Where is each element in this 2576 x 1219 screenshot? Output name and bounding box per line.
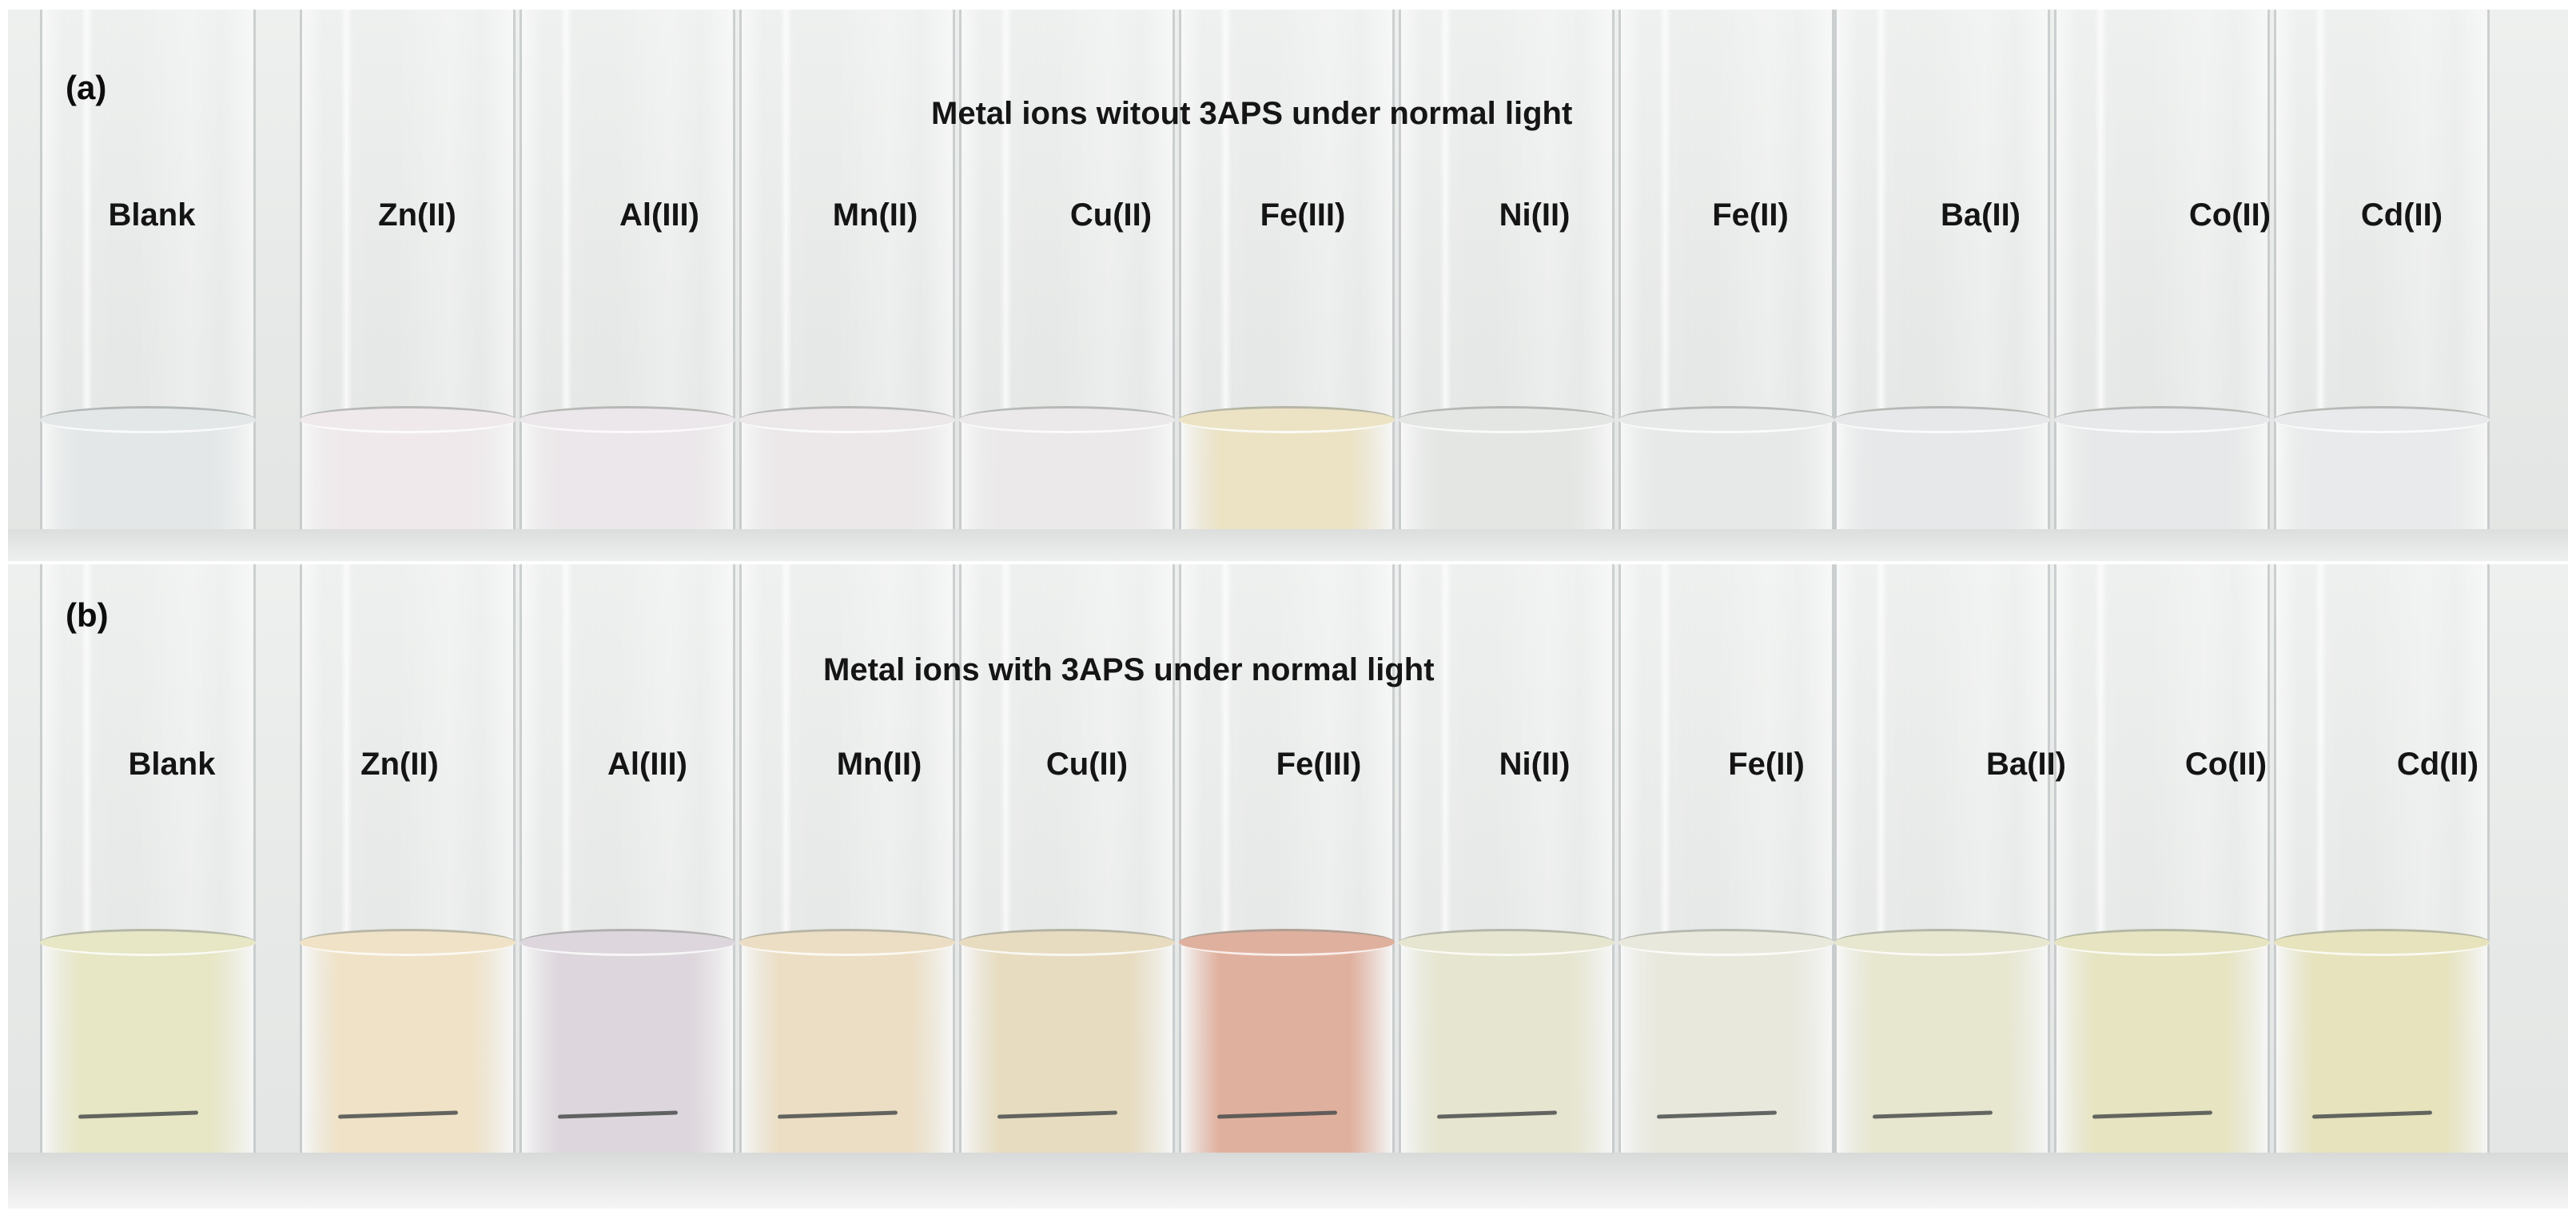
meniscus [40, 406, 256, 433]
vial [959, 564, 1175, 1169]
vial-label: Ni(II) [1499, 197, 1571, 233]
meniscus [300, 406, 516, 433]
vial-label: Al(III) [607, 747, 687, 782]
vial [2054, 564, 2270, 1169]
vial-label: Cd(II) [2360, 197, 2443, 233]
vial [2054, 10, 2270, 553]
vial-label: Fe(III) [1260, 197, 1346, 233]
meniscus [40, 929, 256, 956]
panel-title: Metal ions witout 3APS under normal ligh… [931, 96, 1573, 131]
vial-label: Fe(II) [1712, 197, 1789, 233]
meniscus [520, 929, 735, 956]
vial-label: Ni(II) [1499, 747, 1571, 782]
vial [1618, 10, 1834, 553]
vial-label: Cu(II) [1045, 747, 1129, 782]
meniscus [300, 929, 516, 956]
vial [739, 564, 955, 1169]
meniscus [1179, 406, 1395, 433]
vial [1834, 10, 2050, 553]
meniscus [1399, 406, 1614, 433]
vial-solution [522, 940, 733, 1169]
vial-label: Zn(II) [378, 197, 456, 233]
vial-label: Co(II) [2184, 747, 2267, 782]
meniscus [2274, 406, 2490, 433]
meniscus [739, 406, 955, 433]
meniscus [2054, 406, 2270, 433]
vial [520, 564, 735, 1169]
meniscus [520, 406, 735, 433]
vial-label: Zn(II) [360, 747, 439, 782]
vial [1179, 10, 1395, 553]
meniscus [1179, 929, 1395, 956]
vial [40, 564, 256, 1169]
vial-solution [42, 940, 253, 1169]
meniscus [1618, 406, 1834, 433]
meniscus [2054, 929, 2270, 956]
meniscus [2274, 929, 2490, 956]
bench-surface [8, 1153, 2568, 1209]
vial-label: Blank [128, 747, 216, 782]
panel-a: (a) Metal ions witout 3APS under normal … [8, 10, 2568, 561]
vial [959, 10, 1175, 553]
vial-label: Ba(II) [1986, 747, 2066, 782]
vial [300, 10, 516, 553]
vial [2274, 564, 2490, 1169]
vial [520, 10, 735, 553]
bench-surface [8, 529, 2568, 561]
vial [1834, 564, 2050, 1169]
meniscus [959, 406, 1175, 433]
vial-label: Co(II) [2188, 197, 2271, 233]
vial-label: Cd(II) [2396, 747, 2479, 782]
vial-solution [302, 940, 513, 1169]
vial-solution [1181, 940, 1392, 1169]
vial [1179, 564, 1395, 1169]
vial-solution [1621, 940, 1832, 1169]
vial [2274, 10, 2490, 553]
vial-label: Al(III) [619, 197, 699, 233]
vial-label: Mn(II) [832, 197, 918, 233]
vial-solution [2056, 940, 2267, 1169]
vial [739, 10, 955, 553]
vial [1399, 564, 1614, 1169]
meniscus [739, 929, 955, 956]
vial-solution [1401, 940, 1612, 1169]
vial [40, 10, 256, 553]
meniscus [1834, 406, 2050, 433]
vial-label: Cu(II) [1069, 197, 1153, 233]
panel-b: (b) Metal ions with 3APS under normal li… [8, 564, 2568, 1209]
vial-solution [1837, 940, 2048, 1169]
vial [300, 564, 516, 1169]
vial-solution [2276, 940, 2487, 1169]
meniscus [1618, 929, 1834, 956]
meniscus [1834, 929, 2050, 956]
vial-solution [962, 940, 1173, 1169]
vial [1618, 564, 1834, 1169]
meniscus [1399, 929, 1614, 956]
vial [1399, 10, 1614, 553]
panel-title: Metal ions with 3APS under normal light [823, 652, 1435, 687]
panel-letter: (b) [66, 596, 109, 634]
vial-label: Fe(II) [1728, 747, 1805, 782]
panel-letter: (a) [66, 69, 107, 106]
vial-label: Mn(II) [836, 747, 922, 782]
meniscus [959, 929, 1175, 956]
vial-label: Blank [108, 197, 196, 233]
vial-solution [742, 940, 953, 1169]
vial-label: Fe(III) [1276, 747, 1362, 782]
vial-label: Ba(II) [1941, 197, 2021, 233]
